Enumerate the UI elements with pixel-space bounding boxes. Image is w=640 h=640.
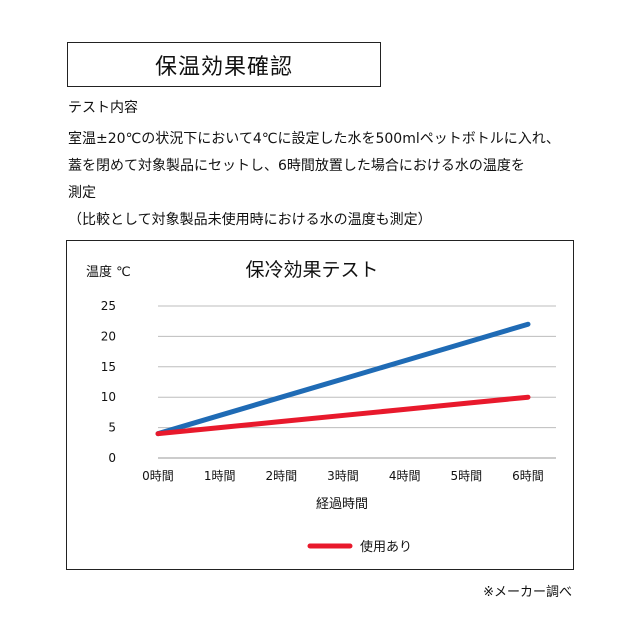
description-line: 測定 (68, 185, 96, 201)
x-tick-label: 0時間 (142, 469, 174, 483)
y-axis-label: 温度 ℃ (86, 264, 131, 280)
y-tick-label: 0 (108, 451, 116, 465)
x-tick-label: 1時間 (204, 469, 236, 483)
y-tick-label: 15 (101, 360, 116, 374)
x-tick-label: 4時間 (389, 469, 421, 483)
page-title: 保温効果確認 (67, 42, 381, 87)
description-line: 蓋を閉めて対象製品にセットし、6時間放置した場合における水の温度を (68, 158, 525, 174)
x-tick-label: 2時間 (266, 469, 298, 483)
line-chart: 保冷効果テスト 温度 ℃ 経過時間 0 5 10 15 20 25 0時間 1時間 2時間 3時間 4時間… (86, 259, 556, 555)
y-tick-label: 20 (101, 329, 116, 343)
footnote: ※メーカー調べ (483, 585, 572, 600)
test-description: 室温±20℃の状況下において4℃に設定した水を500mlペットボトルに入れ、 蓋… (68, 126, 560, 234)
series-line-2 (155, 394, 531, 437)
x-tick-label: 3時間 (327, 469, 359, 483)
y-tick-label: 25 (101, 299, 116, 313)
x-axis-label: 経過時間 (316, 497, 368, 512)
chart-title: 保冷効果テスト (245, 259, 378, 281)
x-tick-label: 6時間 (512, 469, 544, 483)
x-tick-label: 5時間 (451, 469, 483, 483)
description-line: 室温±20℃の状況下において4℃に設定した水を500mlペットボトルに入れ、 (68, 131, 560, 147)
description-line: （比較として対象製品未使用時における水の温度も測定） (68, 212, 432, 228)
y-tick-label: 10 (101, 390, 116, 404)
y-tick-label: 5 (108, 421, 116, 435)
test-description-heading: テスト内容 (68, 100, 138, 116)
legend-label: 使用あり (360, 539, 412, 555)
chart-frame (66, 240, 574, 570)
series-line-1 (155, 321, 531, 437)
